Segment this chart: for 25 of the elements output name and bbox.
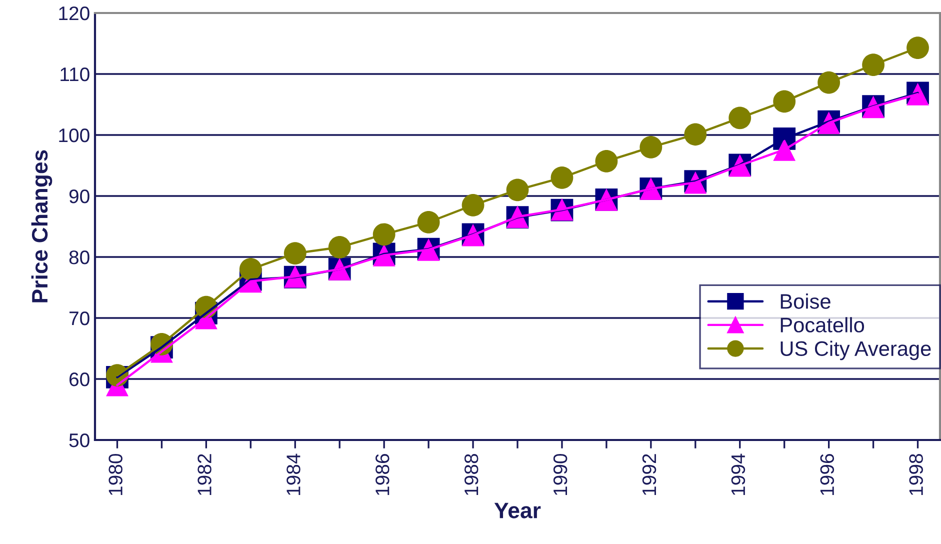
point <box>906 36 929 59</box>
x-tick-label: 1996 <box>820 454 834 495</box>
y-tick-label: 100 <box>59 128 90 142</box>
point <box>773 138 796 161</box>
legend-label: Boise <box>780 294 830 309</box>
y-tick-label: 80 <box>69 250 90 264</box>
legend-label: Pocatello <box>780 317 864 332</box>
x-tick-label: 1990 <box>553 454 568 495</box>
y-tick-label: 120 <box>59 6 90 20</box>
x-axis-title: Year <box>494 502 541 518</box>
y-tick-label: 60 <box>70 372 90 386</box>
x-tick-label: 1982 <box>198 454 212 495</box>
legend-label: US City Average <box>780 340 931 360</box>
x-tick-label: 1980 <box>108 454 122 495</box>
x-tick-label: 1986 <box>376 454 390 495</box>
x-tick-label: 1984 <box>286 454 300 495</box>
y-tick-label: 110 <box>60 67 90 82</box>
y-tick-label: 70 <box>70 311 90 326</box>
y-tick-label: 90 <box>69 189 90 204</box>
y-tick-label: 50 <box>69 433 90 448</box>
x-tick-label: 1998 <box>909 454 923 495</box>
x-tick-label: 1988 <box>464 454 478 495</box>
y-axis-title: Price Changes <box>31 150 52 302</box>
x-tick-label: 1994 <box>731 454 746 495</box>
x-tick-label: 1992 <box>642 454 656 495</box>
